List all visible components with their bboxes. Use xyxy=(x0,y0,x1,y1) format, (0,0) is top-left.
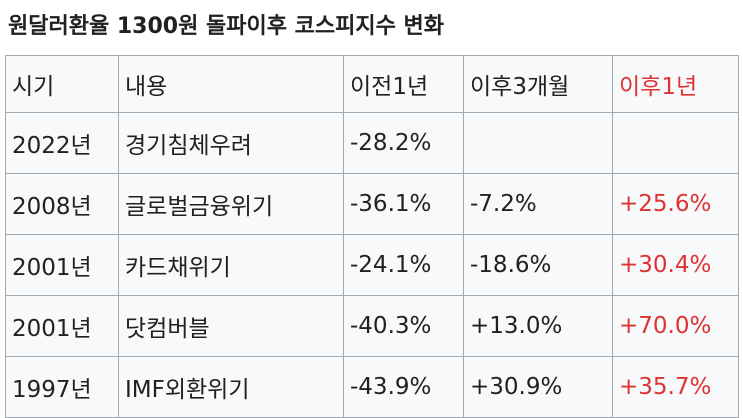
table-cell: 1997년 xyxy=(5,356,119,418)
table-cell: 이후3개월 xyxy=(463,55,613,113)
table-cell: -24.1% xyxy=(343,234,464,296)
table-cell: -40.3% xyxy=(343,295,464,357)
table-cell: +70.0% xyxy=(612,295,739,357)
table-row: 2008년 글로벌금융위기 -36.1% -7.2% +25.6% xyxy=(5,173,739,235)
table-row: 2001년 닷컴버블 -40.3% +13.0% +70.0% xyxy=(5,295,739,357)
table-cell: -43.9% xyxy=(343,356,464,418)
table-cell: 닷컴버블 xyxy=(118,295,344,357)
data-table: 시기 내용 이전1년 이후3개월 이후1년 2022년 경기침체우려 -28.2% 2008년 글… xyxy=(5,55,739,418)
table-cell xyxy=(612,112,739,174)
table-cell xyxy=(463,112,613,174)
table-cell: 시기 xyxy=(5,55,119,113)
table-cell: -28.2% xyxy=(343,112,464,174)
table-row: 1997년 IMF외환위기 -43.9% +30.9% +35.7% xyxy=(5,356,739,418)
table-cell: 카드채위기 xyxy=(118,234,344,296)
table-cell: -7.2% xyxy=(463,173,613,235)
table-cell: +30.4% xyxy=(612,234,739,296)
table-cell: 2001년 xyxy=(5,234,119,296)
table-cell: 이전1년 xyxy=(343,55,464,113)
table-row: 2022년 경기침체우려 -28.2% xyxy=(5,112,739,174)
table-cell: 내용 xyxy=(118,55,344,113)
table-cell: 2008년 xyxy=(5,173,119,235)
page-title: 원달러환율 1300원 돌파이후 코스피지수 변화 xyxy=(8,14,444,39)
table-cell: -18.6% xyxy=(463,234,613,296)
table-cell: 글로벌금융위기 xyxy=(118,173,344,235)
table-cell: +13.0% xyxy=(463,295,613,357)
table-cell: +25.6% xyxy=(612,173,739,235)
table-cell: +35.7% xyxy=(612,356,739,418)
table-cell: IMF외환위기 xyxy=(118,356,344,418)
table-cell: 경기침체우려 xyxy=(118,112,344,174)
header-row: 시기 내용 이전1년 이후3개월 이후1년 xyxy=(5,55,739,113)
table-row: 2001년 카드채위기 -24.1% -18.6% +30.4% xyxy=(5,234,739,296)
table-cell: 이후1년 xyxy=(612,55,739,113)
table-cell: 2001년 xyxy=(5,295,119,357)
table-cell: -36.1% xyxy=(343,173,464,235)
table-cell: +30.9% xyxy=(463,356,613,418)
table-cell: 2022년 xyxy=(5,112,119,174)
